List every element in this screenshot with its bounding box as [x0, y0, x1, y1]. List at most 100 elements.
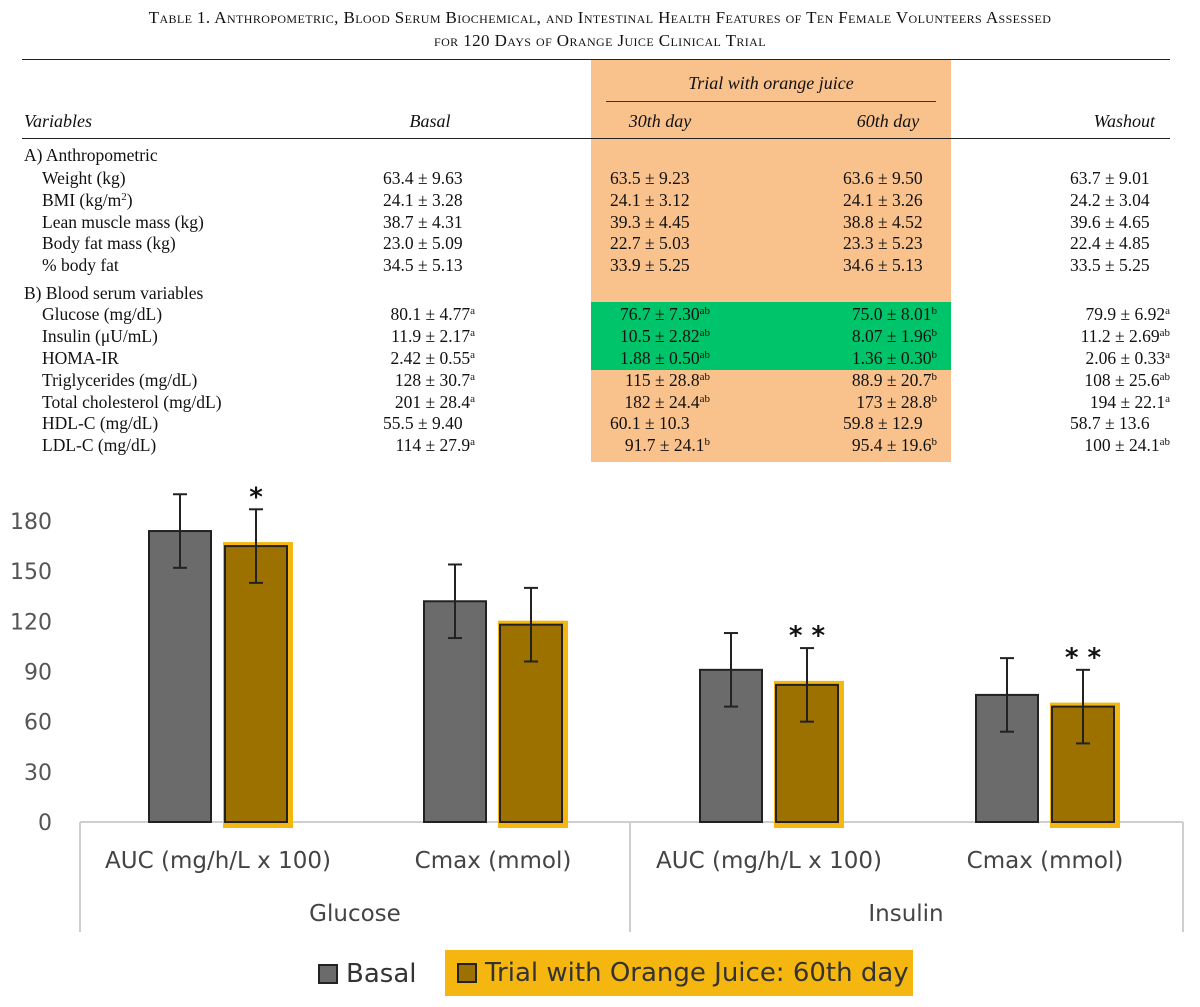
row-lean-muscle-mass-kg-label: Lean muscle mass (kg)	[42, 212, 204, 232]
row-ldl-c-mg-dl-washout-value: 100 ± 24.1ab	[1084, 435, 1170, 455]
row-insulin-u-ml-d60-value: 8.07 ± 1.96b	[851, 326, 937, 346]
table-caption: Table 1. Anthropometric, Blood Serum Bio…	[20, 6, 1180, 52]
group-header-rule	[606, 101, 936, 102]
chart-legend: Basal Trial with Orange Juice: 60th day	[0, 950, 1200, 998]
header-60th-day: 60th day	[856, 111, 920, 131]
header-washout: Washout	[1093, 111, 1155, 131]
bar-trial-0	[224, 545, 288, 823]
y-tick-label: 150	[10, 560, 52, 585]
header-rule	[22, 138, 1170, 139]
section-title: A) Anthropometric	[24, 145, 158, 165]
caption-line-1: Table 1. Anthropometric, Blood Serum Bio…	[148, 8, 1052, 27]
row-homa-ir-label: HOMA-IR	[42, 348, 119, 368]
row-body-fat-mass-kg-basal-value: 23.0 ± 5.09	[383, 233, 463, 253]
row-lean-muscle-mass-kg-d30-value: 39.3 ± 4.45	[610, 212, 690, 232]
header-30th-day: 30th day	[628, 111, 692, 131]
significant-rows-highlight	[591, 302, 951, 370]
row-body-fat-mass-kg-washout-value: 22.4 ± 4.85	[1070, 233, 1150, 253]
y-tick-label: 90	[24, 661, 52, 686]
row-bmi-kg-m-label: BMI (kg/m2)	[42, 190, 133, 210]
row-ldl-c-mg-dl-label: LDL-C (mg/dL)	[42, 435, 157, 455]
row-homa-ir-d30-value: 1.88 ± 0.50ab	[620, 348, 710, 368]
chart-canvas: 0 30 60 90 120 150 180 * * * * * AUC (mg/h/L x 100…	[10, 482, 1184, 932]
category-label: Cmax (mmol)	[967, 848, 1124, 874]
row-total-cholesterol-mg-dl-label: Total cholesterol (mg/dL)	[42, 392, 222, 412]
row-ldl-c-mg-dl-d60-value: 95.4 ± 19.6b	[851, 435, 937, 455]
row-lean-muscle-mass-kg-d60-value: 38.8 ± 4.52	[843, 212, 923, 232]
row--body-fat-washout-value: 33.5 ± 5.25	[1070, 255, 1150, 275]
row-insulin-u-ml-washout-value: 11.2 ± 2.69ab	[1080, 326, 1170, 346]
row-triglycerides-mg-dl-washout-value: 108 ± 25.6ab	[1084, 370, 1170, 390]
row-lean-muscle-mass-kg-washout-value: 39.6 ± 4.65	[1070, 212, 1150, 232]
bar-basal-0	[148, 530, 212, 824]
legend-label-basal: Basal	[346, 959, 417, 989]
row-weight-kg-washout-value: 63.7 ± 9.01	[1070, 168, 1150, 188]
significance-marker: *	[249, 482, 263, 512]
row-triglycerides-mg-dl-d60-value: 88.9 ± 20.7b	[851, 370, 937, 390]
row-insulin-u-ml-label: Insulin (μU/mL)	[42, 326, 158, 346]
row-triglycerides-mg-dl-basal-value: 128 ± 30.7a	[394, 370, 475, 390]
top-rule	[22, 59, 1170, 60]
row-body-fat-mass-kg-label: Body fat mass (kg)	[42, 233, 176, 253]
group-label: Glucose	[309, 901, 401, 927]
row-bmi-kg-m-washout-value: 24.2 ± 3.04	[1070, 190, 1150, 210]
row-total-cholesterol-mg-dl-d30-value: 182 ± 24.4ab	[624, 392, 710, 412]
trial-column-highlight	[591, 60, 951, 462]
legend-swatch-trial	[457, 963, 477, 983]
data-table: Table 1. Anthropometric, Blood Serum Bio…	[0, 0, 1200, 470]
row--body-fat-label: % body fat	[42, 255, 119, 275]
row-glucose-mg-dl-d60-value: 75.0 ± 8.01b	[851, 304, 937, 324]
row-lean-muscle-mass-kg-basal-value: 38.7 ± 4.31	[383, 212, 463, 232]
row-homa-ir-washout-value: 2.06 ± 0.33a	[1085, 348, 1171, 368]
row-ldl-c-mg-dl-basal-value: 114 ± 27.9a	[395, 435, 475, 455]
y-tick-label: 120	[10, 610, 52, 635]
row-triglycerides-mg-dl-label: Triglycerides (mg/dL)	[42, 370, 198, 390]
y-tick-label: 0	[38, 811, 52, 836]
row-bmi-kg-m-basal-value: 24.1 ± 3.28	[383, 190, 463, 210]
row-bmi-kg-m-d60-value: 24.1 ± 3.26	[843, 190, 923, 210]
row-weight-kg-d60-value: 63.6 ± 9.50	[843, 168, 923, 188]
significance-marker: * *	[789, 621, 826, 651]
row--body-fat-d60-value: 34.6 ± 5.13	[843, 255, 923, 275]
y-tick-label: 30	[24, 761, 52, 786]
legend-label-trial: Trial with Orange Juice: 60th day	[485, 958, 909, 988]
caption-line-2: for 120 Days of Orange Juice Clinical Tr…	[434, 31, 766, 50]
significance-marker: * *	[1065, 643, 1102, 673]
category-label: Cmax (mmol)	[415, 848, 572, 874]
row-glucose-mg-dl-washout-value: 79.9 ± 6.92a	[1085, 304, 1171, 324]
row-body-fat-mass-kg-d30-value: 22.7 ± 5.03	[610, 233, 690, 253]
legend-swatch-basal	[318, 964, 338, 984]
row-weight-kg-d30-value: 63.5 ± 9.23	[610, 168, 690, 188]
legend-item-basal: Basal	[318, 952, 416, 996]
row-total-cholesterol-mg-dl-washout-value: 194 ± 22.1a	[1089, 392, 1170, 412]
row-homa-ir-d60-value: 1.36 ± 0.30b	[851, 348, 937, 368]
legend-item-trial: Trial with Orange Juice: 60th day	[445, 950, 913, 996]
row-hdl-c-mg-dl-d30-value: 60.1 ± 10.3	[610, 413, 690, 433]
y-tick-label: 180	[10, 510, 52, 535]
row-weight-kg-label: Weight (kg)	[42, 168, 126, 188]
row--body-fat-basal-value: 34.5 ± 5.13	[383, 255, 463, 275]
group-header: Trial with orange juice	[688, 73, 854, 93]
row-homa-ir-basal-value: 2.42 ± 0.55a	[390, 348, 476, 368]
group-label: Insulin	[868, 901, 943, 927]
row-glucose-mg-dl-d30-value: 76.7 ± 7.30ab	[620, 304, 710, 324]
row-body-fat-mass-kg-d60-value: 23.3 ± 5.23	[843, 233, 923, 253]
section-title: B) Blood serum variables	[24, 283, 204, 303]
row-hdl-c-mg-dl-washout-value: 58.7 ± 13.6	[1070, 413, 1150, 433]
row-hdl-c-mg-dl-basal-value: 55.5 ± 9.40	[383, 413, 463, 433]
row-hdl-c-mg-dl-d60-value: 59.8 ± 12.9	[843, 413, 923, 433]
row-total-cholesterol-mg-dl-d60-value: 173 ± 28.8b	[856, 392, 937, 412]
row-insulin-u-ml-basal-value: 11.9 ± 2.17a	[391, 326, 475, 346]
row-bmi-kg-m-d30-value: 24.1 ± 3.12	[610, 190, 690, 210]
category-label: AUC (mg/h/L x 100)	[656, 848, 882, 874]
row-ldl-c-mg-dl-d30-value: 91.7 ± 24.1b	[624, 435, 710, 455]
row-weight-kg-basal-value: 63.4 ± 9.63	[383, 168, 463, 188]
category-label: AUC (mg/h/L x 100)	[105, 848, 331, 874]
header-variables: Variables	[24, 111, 93, 131]
row-insulin-u-ml-d30-value: 10.5 ± 2.82ab	[620, 326, 710, 346]
row-glucose-mg-dl-label: Glucose (mg/dL)	[42, 304, 163, 324]
row-total-cholesterol-mg-dl-basal-value: 201 ± 28.4a	[394, 392, 475, 412]
bar-chart: 0 30 60 90 120 150 180 * * * * * AUC (mg/h/L x 100…	[0, 480, 1200, 1007]
row-triglycerides-mg-dl-d30-value: 115 ± 28.8ab	[625, 370, 710, 390]
row-glucose-mg-dl-basal-value: 80.1 ± 4.77a	[390, 304, 476, 324]
